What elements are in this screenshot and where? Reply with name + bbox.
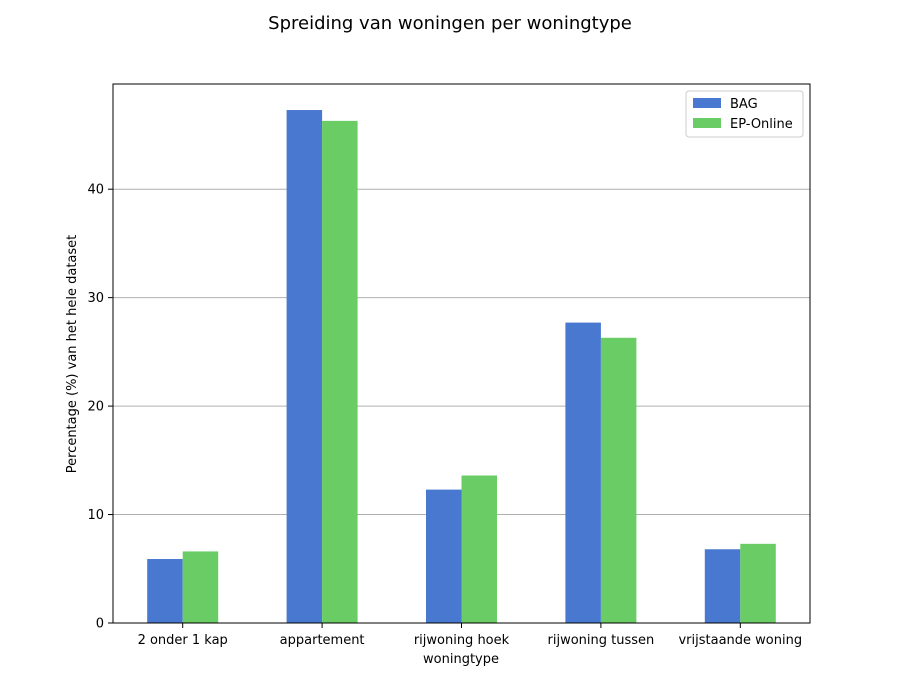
- y-tick-label: 30: [87, 291, 104, 306]
- y-tick-label: 0: [96, 617, 104, 632]
- legend-swatch: [693, 118, 721, 128]
- bar-bag-2: [426, 489, 462, 623]
- bar-bag-4: [704, 549, 741, 623]
- bar-bag-1: [286, 110, 323, 623]
- x-tick-label: rijwoning hoek: [414, 633, 510, 648]
- x-axis-label: woningtype: [423, 652, 499, 667]
- x-tick-label: 2 onder 1 kap: [138, 633, 228, 648]
- legend-label: BAG: [730, 97, 758, 112]
- y-tick-label: 20: [87, 400, 104, 415]
- bar-ep-online-1: [322, 120, 358, 624]
- bar-bag-3: [565, 322, 601, 623]
- legend-swatch: [693, 98, 721, 108]
- bar-bag-0: [147, 559, 183, 623]
- legend: BAG EP-Online: [685, 90, 804, 138]
- x-tick-label: rijwoning tussen: [548, 633, 655, 648]
- x-tick-label: appartement: [280, 633, 365, 648]
- legend-label: EP-Online: [730, 117, 793, 132]
- y-tick-label: 10: [87, 508, 104, 523]
- bar-ep-online-2: [461, 475, 497, 623]
- y-tick-label: 40: [87, 183, 104, 198]
- x-axis-ticks: 2 onder 1 kap appartement rijwoning hoek ri…: [138, 623, 802, 648]
- y-axis-ticks: 0 10 20 30 40: [87, 183, 113, 632]
- bars: [147, 110, 776, 624]
- bar-ep-online-0: [182, 551, 219, 623]
- bar-ep-online-3: [600, 337, 637, 623]
- bar-ep-online-4: [740, 543, 776, 623]
- chart-title: Spreiding van woningen per woningtype: [268, 13, 632, 34]
- x-tick-label: vrijstaande woning: [678, 633, 802, 648]
- y-axis-label: Percentage (%) van het hele dataset: [65, 235, 80, 474]
